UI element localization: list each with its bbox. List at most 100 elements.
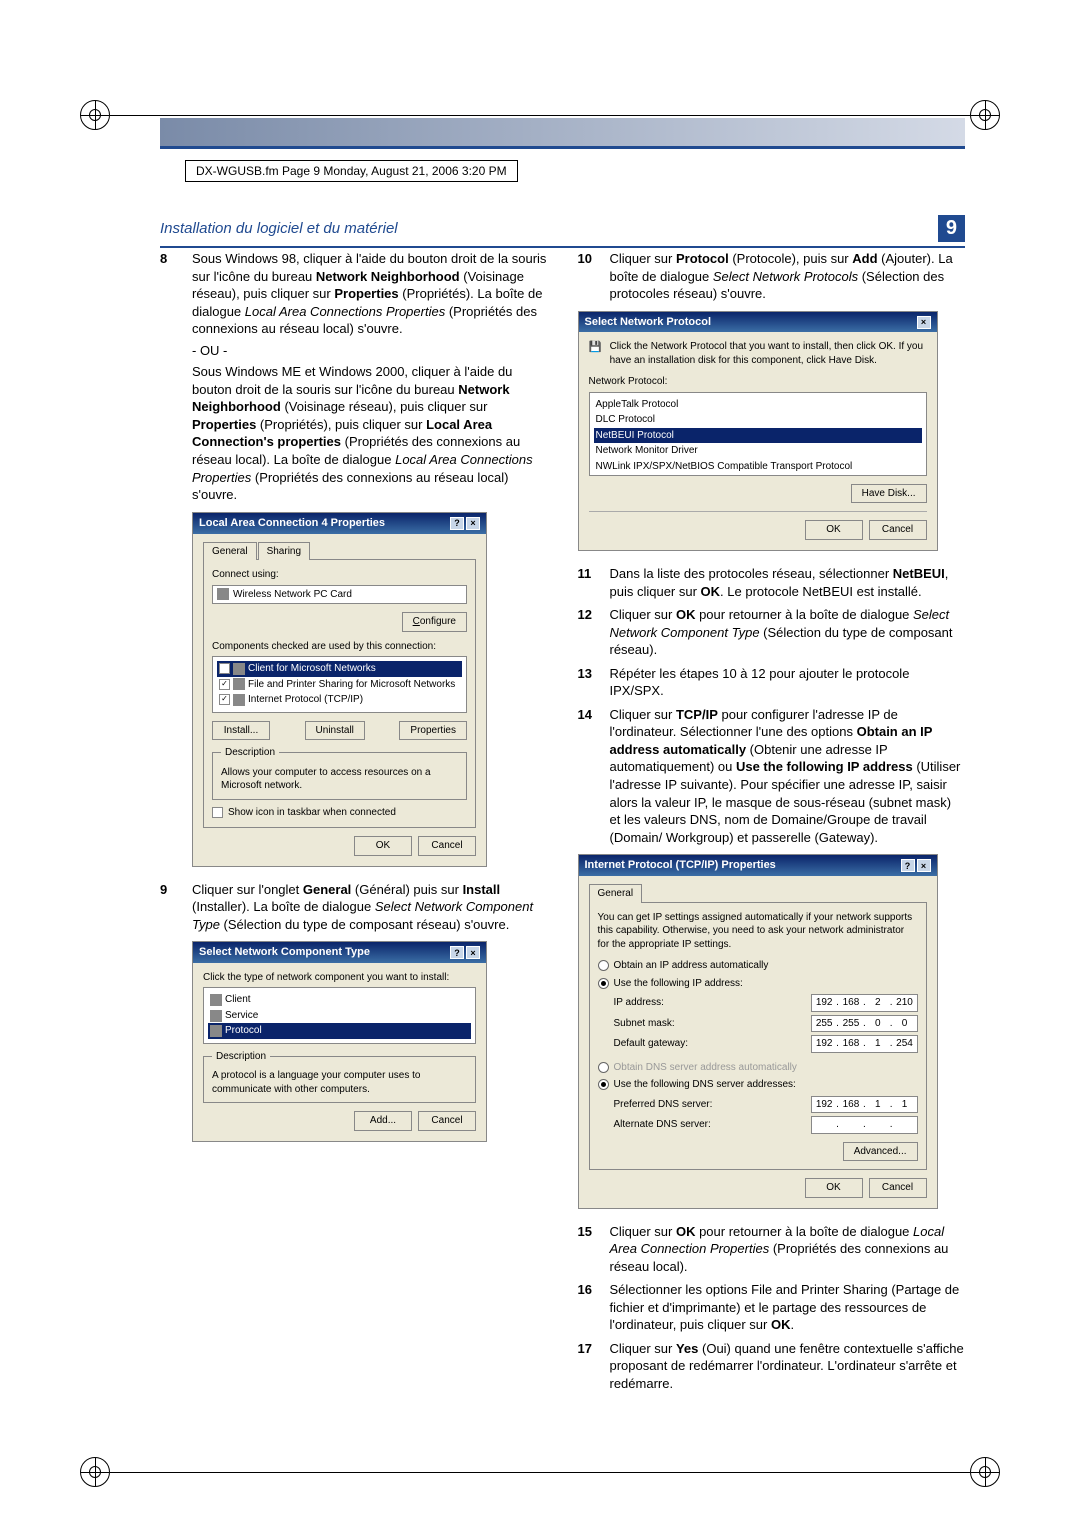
list-item[interactable]: Network Monitor Driver <box>594 443 922 459</box>
ip-octet[interactable] <box>893 1117 917 1133</box>
help-icon[interactable]: ? <box>450 946 464 959</box>
step-number: 13 <box>578 665 600 700</box>
ip-octet[interactable]: 192 <box>812 1097 836 1113</box>
configure-button[interactable]: CConfigureonfigure <box>402 612 467 632</box>
dialog-titlebar: Select Network Component Type ? × <box>193 942 486 963</box>
step-9: 9 Cliquer sur l'onglet General (Général)… <box>160 881 548 934</box>
ip-octet[interactable]: 254 <box>893 1036 917 1052</box>
ip-octet[interactable]: 0 <box>866 1016 890 1032</box>
help-icon[interactable]: ? <box>450 517 464 530</box>
adapter-combo[interactable]: Wireless Network PC Card <box>212 585 467 605</box>
ip-octet[interactable]: 1 <box>893 1097 917 1113</box>
cancel-button[interactable]: Cancel <box>869 1178 927 1198</box>
step-number: 16 <box>578 1281 600 1334</box>
radio-obtain-ip[interactable] <box>598 960 609 971</box>
ip-octet[interactable]: 168 <box>839 995 863 1011</box>
ip-octet[interactable]: 255 <box>812 1016 836 1032</box>
ok-button[interactable]: OK <box>805 520 863 540</box>
cancel-button[interactable]: Cancel <box>418 836 476 856</box>
text: (Voisinage réseau), puis cliquer sur <box>281 399 488 414</box>
group-legend: Description <box>221 746 279 760</box>
step-8: 8 Sous Windows 98, cliquer à l'aide du b… <box>160 250 548 504</box>
add-button[interactable]: Add... <box>354 1111 412 1131</box>
tab-sharing[interactable]: Sharing <box>258 542 310 561</box>
radio-use-dns[interactable] <box>598 1079 609 1090</box>
subnet-mask-field[interactable]: 255.255.0.0 <box>811 1015 917 1033</box>
field-label: Default gateway: <box>614 1037 689 1051</box>
protocol-icon <box>233 694 245 706</box>
checkbox-icon[interactable]: ✓ <box>219 663 230 674</box>
service-icon <box>233 678 245 690</box>
list-item-label: File and Printer Sharing for Microsoft N… <box>248 678 455 692</box>
tab-general[interactable]: General <box>203 542 257 561</box>
ip-octet[interactable]: 168 <box>839 1097 863 1113</box>
advanced-button[interactable]: Advanced... <box>843 1142 918 1162</box>
list-item[interactable]: DLC Protocol <box>594 412 922 428</box>
component-type-listbox[interactable]: Client Service Protocol <box>203 987 476 1044</box>
ip-octet[interactable]: 255 <box>839 1016 863 1032</box>
ok-button[interactable]: OK <box>805 1178 863 1198</box>
step-number: 10 <box>578 250 600 303</box>
properties-button[interactable]: Properties <box>399 721 467 741</box>
radio-label: Use the following IP address: <box>614 977 743 991</box>
ok-button[interactable]: OK <box>354 836 412 856</box>
text: . <box>790 1317 794 1332</box>
alternate-dns-field[interactable]: ... <box>811 1116 917 1134</box>
field-label: IP address: <box>614 996 664 1010</box>
ip-octet[interactable]: 192 <box>812 995 836 1011</box>
ip-octet[interactable] <box>839 1117 863 1133</box>
section-title: Installation du logiciel et du matériel <box>160 220 398 237</box>
step-number: 8 <box>160 250 182 504</box>
step-body: Cliquer sur Yes (Oui) quand une fenêtre … <box>610 1340 966 1393</box>
have-disk-button[interactable]: Have Disk... <box>851 484 927 504</box>
hint-text: Click the Network Protocol that you want… <box>610 340 927 367</box>
text-bold: NetBEUI <box>893 566 945 581</box>
uninstall-button[interactable]: Uninstall <box>305 721 365 741</box>
close-icon[interactable]: × <box>917 859 931 872</box>
cancel-button[interactable]: Cancel <box>418 1111 476 1131</box>
close-icon[interactable]: × <box>466 946 480 959</box>
text-bold: Properties <box>192 417 256 432</box>
ip-octet[interactable]: 1 <box>866 1097 890 1113</box>
step-10: 10 Cliquer sur Protocol (Protocole), pui… <box>578 250 966 303</box>
tab-general[interactable]: General <box>589 884 643 903</box>
gateway-field[interactable]: 192.168.1.254 <box>811 1035 917 1053</box>
install-button[interactable]: Install... <box>212 721 270 741</box>
hint-text: You can get IP settings assigned automat… <box>598 911 918 952</box>
preferred-dns-field[interactable]: 192.168.1.1 <box>811 1096 917 1114</box>
text: (Protocole), puis sur <box>729 251 853 266</box>
ip-octet[interactable]: 1 <box>866 1036 890 1052</box>
list-item[interactable]: NetBEUI Protocol <box>594 428 922 444</box>
close-icon[interactable]: × <box>466 517 480 530</box>
ip-octet[interactable]: 168 <box>839 1036 863 1052</box>
checkbox-icon[interactable]: ✓ <box>219 694 230 705</box>
cancel-button[interactable]: Cancel <box>869 520 927 540</box>
ip-octet[interactable] <box>866 1117 890 1133</box>
dialog-select-network-component-type: Select Network Component Type ? × Click … <box>192 941 487 1142</box>
list-item-label: Service <box>225 1009 258 1023</box>
checkbox-icon[interactable] <box>212 807 223 818</box>
ip-octet[interactable] <box>812 1117 836 1133</box>
text: (Propriétés), puis cliquer sur <box>256 417 426 432</box>
page-meta: DX-WGUSB.fm Page 9 Monday, August 21, 20… <box>185 160 518 182</box>
step-body: Cliquer sur OK pour retourner à la boîte… <box>610 606 966 659</box>
list-item[interactable]: NWLink IPX/SPX/NetBIOS Compatible Transp… <box>594 459 922 475</box>
ip-octet[interactable]: 2 <box>866 995 890 1011</box>
dialog-local-area-connection-properties: Local Area Connection 4 Properties ? × G… <box>192 512 487 867</box>
ip-octet[interactable]: 210 <box>893 995 917 1011</box>
ip-octet[interactable]: 192 <box>812 1036 836 1052</box>
close-icon[interactable]: × <box>917 316 931 329</box>
text-bold: Use the following IP address <box>736 759 913 774</box>
checkbox-icon[interactable]: ✓ <box>219 679 230 690</box>
list-item[interactable]: AppleTalk Protocol <box>594 397 922 413</box>
adapter-name: Wireless Network PC Card <box>233 588 352 602</box>
help-icon[interactable]: ? <box>901 859 915 872</box>
crop-mark-icon <box>80 1457 110 1487</box>
service-icon <box>210 1010 222 1022</box>
ip-address-field[interactable]: 192.168.2.210 <box>811 994 917 1012</box>
ip-octet[interactable]: 0 <box>893 1016 917 1032</box>
protocol-listbox[interactable]: AppleTalk Protocol DLC Protocol NetBEUI … <box>589 392 927 476</box>
radio-use-ip[interactable] <box>598 978 609 989</box>
step-body: Répéter les étapes 10 à 12 pour ajouter … <box>610 665 966 700</box>
components-listbox[interactable]: ✓Client for Microsoft Networks ✓File and… <box>212 656 467 713</box>
